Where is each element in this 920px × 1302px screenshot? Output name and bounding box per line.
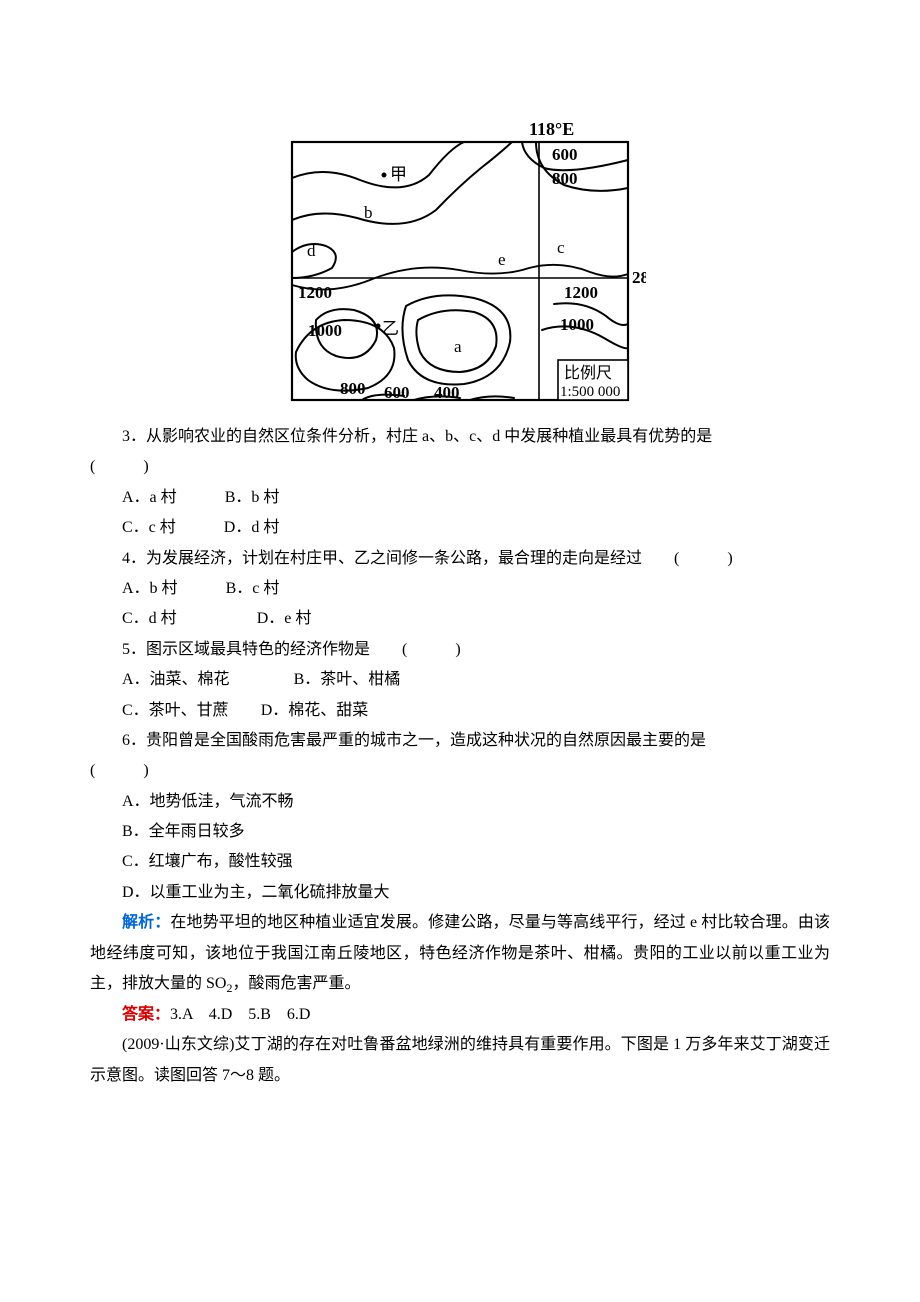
q3-optB: B．b 村 bbox=[225, 489, 280, 506]
question-6-paren: ( ) bbox=[90, 756, 830, 786]
q4-optD: D．e 村 bbox=[257, 610, 312, 627]
svg-text:600: 600 bbox=[384, 383, 410, 402]
contour-map-figure: 118°E 28°N bbox=[90, 120, 830, 404]
analysis-label: 解析： bbox=[122, 914, 170, 931]
q5-optC: C．茶叶、甘蔗 bbox=[122, 702, 229, 719]
question-3-text: 3．从影响农业的自然区位条件分析，村庄 a、b、c、d 中发展种植业最具有优势的… bbox=[90, 422, 830, 452]
village-labels: 甲 b d e c 乙 a bbox=[307, 165, 565, 356]
svg-text:600: 600 bbox=[552, 145, 578, 164]
q6-optD: D．以重工业为主，二氧化硫排放量大 bbox=[90, 878, 830, 908]
svg-text:1000: 1000 bbox=[560, 315, 594, 334]
q5-optA: A．油菜、棉花 bbox=[122, 671, 230, 688]
question-5-text: 5．图示区域最具特色的经济作物是 ( ) bbox=[90, 635, 830, 665]
q5-optD: D．棉花、甜菜 bbox=[261, 702, 369, 719]
svg-text:800: 800 bbox=[552, 169, 578, 188]
q6-optA: A．地势低洼，气流不畅 bbox=[90, 787, 830, 817]
svg-text:1200: 1200 bbox=[564, 283, 598, 302]
q4-line1: A．b 村 B．c 村 bbox=[90, 574, 830, 604]
contour-labels: 600 800 1200 1200 1000 1000 800 600 400 bbox=[298, 145, 598, 402]
q4-optA: A．b 村 bbox=[122, 580, 178, 597]
analysis-block: 解析：在地势平坦的地区种植业适宜发展。修建公路，尽量与等高线平行，经过 e 村比… bbox=[90, 908, 830, 1000]
question-3-paren: ( ) bbox=[90, 452, 830, 482]
answer-label: 答案： bbox=[122, 1006, 170, 1023]
scale-label: 比例尺 bbox=[564, 364, 612, 382]
q3-optD: D．d 村 bbox=[224, 519, 280, 536]
svg-text:400: 400 bbox=[434, 383, 460, 402]
passage-aiding-lake: (2009·山东文综)艾丁湖的存在对吐鲁番盆地绿洲的维持具有重要作用。下图是 1… bbox=[90, 1030, 830, 1091]
q6-optB: B．全年雨日较多 bbox=[90, 817, 830, 847]
svg-text:1000: 1000 bbox=[308, 321, 342, 340]
answer-line: 答案：3.A 4.D 5.B 6.D bbox=[90, 1000, 830, 1030]
question-6-text: 6．贵阳曾是全国酸雨危害最严重的城市之一，造成这种状况的自然原因最主要的是 bbox=[90, 726, 830, 756]
svg-text:800: 800 bbox=[340, 379, 366, 398]
q3-optA: A．a 村 bbox=[122, 489, 177, 506]
q3-optC: C．c 村 bbox=[122, 519, 176, 536]
svg-text:a: a bbox=[454, 337, 462, 356]
label-28N: 28°N bbox=[632, 268, 646, 287]
analysis-text-pre: 在地势平坦的地区种植业适宜发展。修建公路，尽量与等高线平行，经过 e 村比较合理… bbox=[90, 914, 830, 992]
analysis-text-post: ，酸雨危害严重。 bbox=[232, 975, 360, 992]
q6-optC: C．红壤广布，酸性较强 bbox=[90, 847, 830, 877]
q3-line2: C．c 村 D．d 村 bbox=[90, 513, 830, 543]
svg-text:b: b bbox=[364, 203, 373, 222]
q5-optB: B．茶叶、柑橘 bbox=[294, 671, 401, 688]
answer-text: 3.A 4.D 5.B 6.D bbox=[170, 1006, 310, 1023]
q4-line2: C．d 村 D．e 村 bbox=[90, 604, 830, 634]
q3-line1: A．a 村 B．b 村 bbox=[90, 483, 830, 513]
label-118E: 118°E bbox=[529, 120, 574, 139]
svg-text:甲: 甲 bbox=[390, 165, 407, 184]
q4-optB: B．c 村 bbox=[226, 580, 280, 597]
svg-text:c: c bbox=[557, 238, 565, 257]
svg-text:乙: 乙 bbox=[382, 319, 399, 338]
question-4-text: 4．为发展经济，计划在村庄甲、乙之间修一条公路，最合理的走向是经过 ( ) bbox=[90, 544, 830, 574]
q5-line2: C．茶叶、甘蔗 D．棉花、甜菜 bbox=[90, 696, 830, 726]
svg-text:1200: 1200 bbox=[298, 283, 332, 302]
q5-line1: A．油菜、棉花 B．茶叶、柑橘 bbox=[90, 665, 830, 695]
svg-text:d: d bbox=[307, 241, 316, 260]
scale-value: 1:500 000 bbox=[560, 384, 620, 400]
contour-map-svg: 118°E 28°N bbox=[274, 120, 646, 404]
q4-optC: C．d 村 bbox=[122, 610, 177, 627]
svg-text:e: e bbox=[498, 250, 506, 269]
